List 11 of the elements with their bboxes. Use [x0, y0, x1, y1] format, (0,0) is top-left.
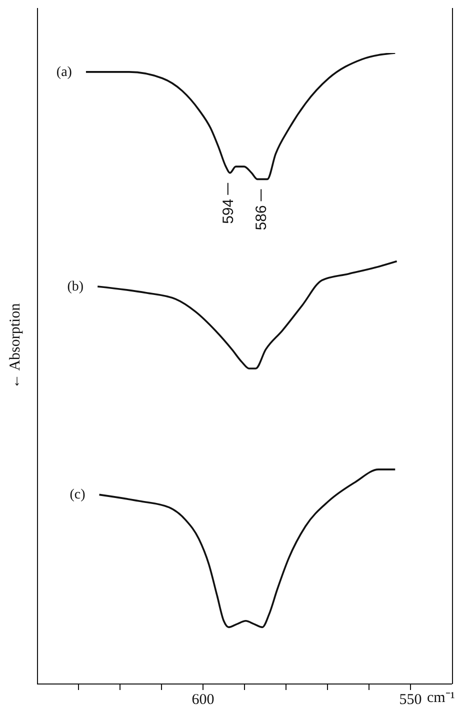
x-tick-label: 600 — [192, 692, 214, 708]
y-axis-title: ← Absorption — [8, 303, 24, 389]
annotation: 586 — [253, 205, 270, 230]
peak-label: 594 — [220, 182, 237, 224]
series-label: (b) — [67, 279, 84, 294]
x-axis-title: cm⁻¹ — [427, 690, 455, 706]
annotation: 594 — [220, 198, 237, 224]
series-label: (c) — [70, 488, 86, 503]
x-tick-label: 550 — [399, 692, 422, 708]
peak-label: 586 — [253, 188, 270, 230]
series-label: (a) — [56, 64, 72, 80]
